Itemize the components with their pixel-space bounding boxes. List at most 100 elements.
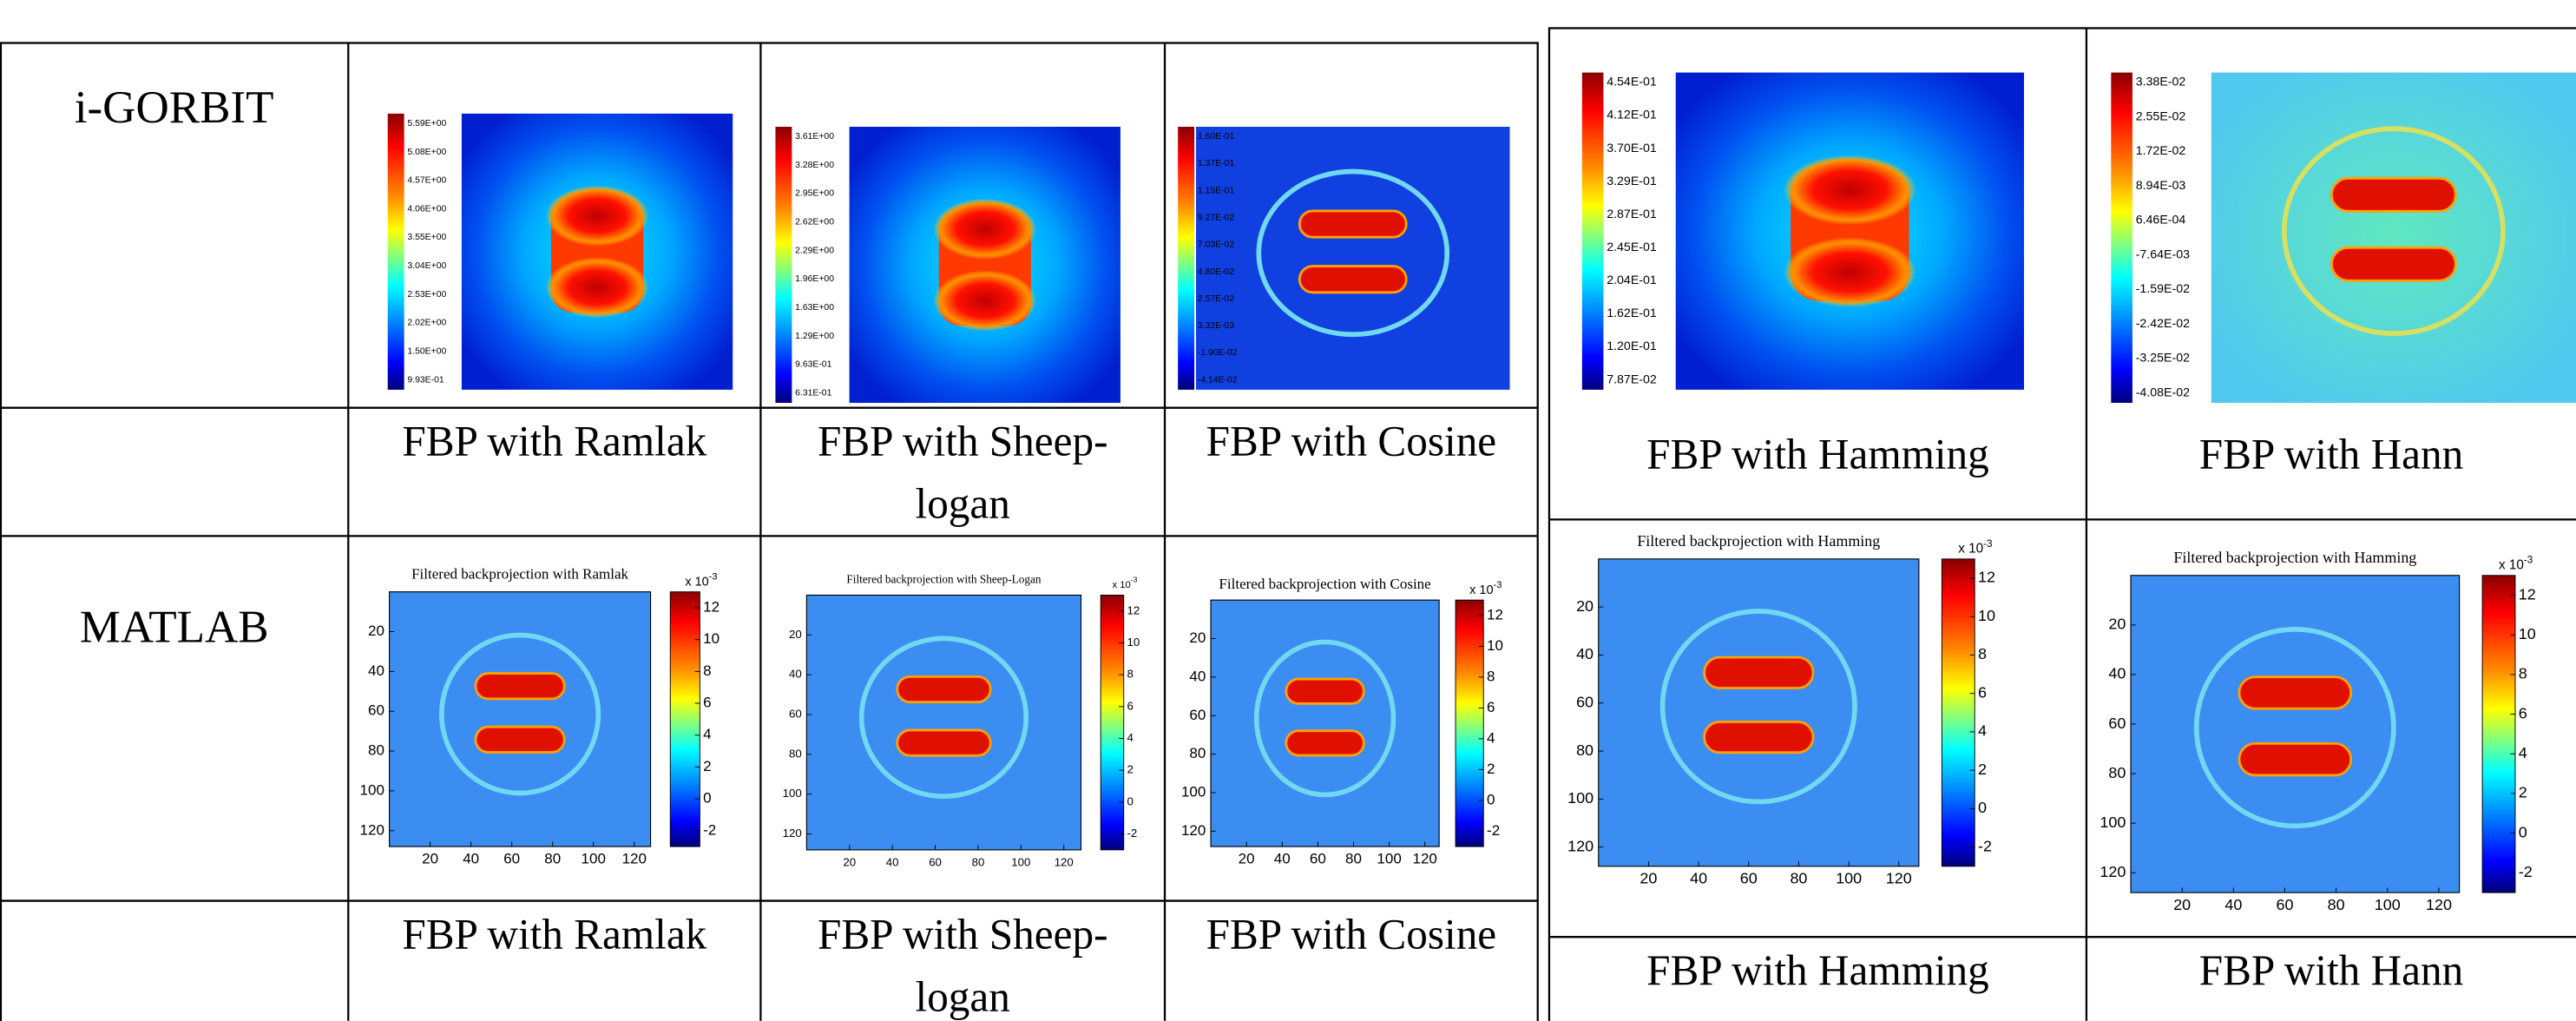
- image-blob: [896, 675, 992, 704]
- colorbar-label: 1.29E+00: [795, 332, 834, 341]
- colorbar-label: 2.62E+00: [795, 218, 834, 227]
- colorbar-tick-label: 0: [1978, 799, 1987, 816]
- reconstruction-image: [389, 591, 651, 847]
- plot-frame: [1598, 558, 1920, 867]
- unit-base: x 10: [1469, 583, 1493, 597]
- unit-base: x 10: [1958, 542, 1983, 557]
- colorbar-tick-label: 10: [1487, 637, 1503, 654]
- image-blob: [933, 198, 1037, 260]
- colorbar-tick-label: 8: [703, 662, 711, 679]
- unit-exponent: -3: [1494, 580, 1502, 590]
- colorbar-label: 2.45E-01: [1607, 240, 1657, 254]
- plot-title: Filtered backprojection with Ramlak: [411, 566, 628, 583]
- colorbar-label: 5.59E+00: [407, 119, 446, 128]
- colorbar-tick-label: 10: [1127, 636, 1140, 649]
- plot-title: Filtered backprojection with Hamming: [1637, 532, 1880, 550]
- colorbar-unit: x 10-3: [1469, 580, 1502, 597]
- colorbar-label: 6.31E-01: [795, 388, 831, 398]
- caption-box: FBP with Hann: [2198, 431, 2464, 479]
- image-blob: [1298, 209, 1408, 239]
- y-tick-label: 100: [2100, 814, 2126, 831]
- colorbar-label: 9.93E-01: [407, 375, 444, 385]
- colorbar-tick-label: 8: [1978, 645, 1987, 662]
- colorbar-label: 4.80E-02: [1198, 267, 1234, 277]
- colorbar-unit: x 10-3: [1112, 576, 1137, 590]
- caption: FBP with Hann: [2198, 431, 2464, 479]
- image-blob: [545, 185, 649, 247]
- colorbar-label: -3.25E-02: [2136, 352, 2190, 366]
- x-tick-label: 60: [1740, 870, 1758, 887]
- colorbar-label: 8.94E-03: [2136, 179, 2186, 193]
- colorbar-label: 2.87E-01: [1607, 207, 1657, 221]
- unit-exponent: -3: [1131, 576, 1138, 584]
- reconstruction-image: [806, 595, 1081, 850]
- y-tick-label: 80: [1576, 741, 1594, 759]
- colorbar-label: 2.02E+00: [407, 319, 446, 328]
- y-tick-label: 20: [789, 628, 802, 641]
- colorbar-tick-label: 12: [703, 599, 720, 616]
- y-tick-label: 60: [1189, 707, 1206, 723]
- colorbar-label: 2.29E+00: [795, 246, 834, 255]
- colorbar: [1100, 595, 1125, 851]
- image-ring: [1256, 168, 1450, 338]
- colorbar-label: 2.95E+00: [795, 189, 834, 199]
- x-tick-label: 20: [1640, 870, 1657, 887]
- colorbar: [387, 113, 404, 390]
- image-blob: [1285, 729, 1365, 757]
- colorbar-tick-label: 0: [703, 790, 711, 807]
- x-tick-label: 120: [1055, 856, 1074, 869]
- colorbar-tick-label: 2: [1487, 761, 1495, 777]
- colorbar-label: 3.04E+00: [407, 261, 446, 271]
- y-tick-label: 100: [1567, 789, 1594, 807]
- x-tick-label: 20: [422, 851, 438, 867]
- unit-base: x 10: [685, 575, 708, 589]
- colorbar-label: -1.90E-02: [1198, 348, 1238, 358]
- caption-box: FBP with Cosine: [1206, 911, 1497, 958]
- colorbar-tick-label: 6: [1487, 699, 1495, 715]
- unit-base: x 10: [1112, 580, 1130, 590]
- image-ring: [438, 632, 601, 796]
- y-tick-label: 120: [1567, 837, 1594, 854]
- colorbar-label: 1.96E+00: [795, 274, 834, 284]
- row-label: MATLAB: [80, 602, 269, 652]
- plot-frame: [1210, 599, 1440, 847]
- y-tick-label: 20: [2108, 616, 2126, 633]
- y-tick-label: 40: [1576, 645, 1594, 662]
- colorbar-tick-label: -2: [1978, 837, 1992, 854]
- colorbar-label: -4.14E-02: [1198, 375, 1238, 385]
- colorbar-label: 2.55E-02: [2136, 109, 2186, 123]
- colorbar-tick-label: -2: [2519, 863, 2533, 880]
- plot-frame: [2130, 575, 2461, 893]
- y-tick-label: 40: [368, 662, 384, 679]
- colorbar: [1581, 72, 1604, 390]
- x-tick-label: 80: [972, 856, 985, 869]
- y-tick-label: 100: [783, 787, 802, 800]
- caption: FBP with Sheep-logan: [817, 418, 1108, 528]
- colorbar-tick-label: 0: [1127, 794, 1134, 807]
- colorbar-label: 1.20E-01: [1607, 339, 1657, 353]
- image-blob: [1285, 677, 1365, 705]
- caption-box: FBP with Hann: [2199, 947, 2463, 995]
- image-blob: [1784, 155, 1916, 225]
- reconstruction-image: [2131, 575, 2460, 893]
- image-ring: [1659, 609, 1857, 805]
- colorbar-tick-label: 4: [1487, 729, 1495, 746]
- colorbar-label: 1.72E-02: [2136, 144, 2186, 158]
- reconstruction-image: [2211, 72, 2576, 404]
- colorbar-label: 1.50E+00: [407, 346, 446, 356]
- plot-frame: [389, 591, 652, 847]
- colorbar-unit: x 10-3: [2499, 555, 2533, 573]
- colorbar-label: 2.04E-01: [1607, 273, 1657, 287]
- x-tick-label: 60: [1310, 851, 1326, 867]
- x-tick-label: 120: [2426, 896, 2452, 913]
- x-tick-label: 100: [2375, 896, 2401, 913]
- y-tick-label: 120: [2100, 863, 2126, 880]
- colorbar-label: 3.38E-02: [2136, 76, 2186, 89]
- colorbar-tick-label: 6: [1127, 699, 1134, 712]
- caption-box: FBP with Ramlak: [402, 418, 706, 465]
- y-tick-label: 80: [789, 747, 802, 760]
- colorbar-label: 4.54E-01: [1607, 76, 1657, 89]
- colorbar-label: 5.08E+00: [407, 148, 446, 157]
- reconstruction-image: [461, 113, 733, 390]
